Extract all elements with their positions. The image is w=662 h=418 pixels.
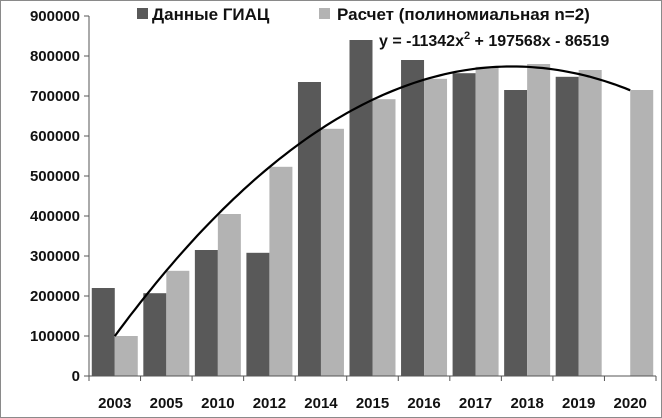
legend: Данные ГИАЦ Расчет (полиномиальная n=2) [137,5,590,24]
bar-giac-2005 [143,293,167,376]
y-tick-label-2: 200000 [30,288,80,305]
y-tick-label-7: 700000 [30,88,80,105]
bar-giac-2016 [401,60,425,376]
x-tick-label-2003: 2003 [98,395,131,412]
x-tick-label-2016: 2016 [407,395,440,412]
bar-giac-2015 [349,40,373,376]
y-tick-label-3: 300000 [30,248,80,265]
bar-calc-2017 [475,66,499,377]
x-tick-label-2018: 2018 [510,395,543,412]
trendline-curve [113,65,631,337]
bar-calc-2016 [424,78,448,377]
bar-giac-2018 [504,90,528,376]
bar-calc-2020 [630,90,654,376]
x-tick-label-2020: 2020 [614,395,647,412]
x-tick-label-2005: 2005 [150,395,183,412]
bar-giac-2012 [246,252,270,376]
x-tick-label-2015: 2015 [356,395,389,412]
bar-calc-2005 [166,270,190,376]
x-tick-label-2012: 2012 [253,395,286,412]
x-tick-labels: 2003 2005 2010 2012 2014 2015 2016 2017 2018 2019… [98,395,647,412]
bar-giac-2010 [194,250,218,376]
y-tick-label-4: 400000 [30,208,80,225]
bar-calc-2014 [320,128,344,376]
equation-suffix: + 197568x - 86519 [470,33,609,50]
axes-layer [84,15,657,381]
y-tick-label-6: 600000 [30,128,80,145]
legend-swatch-calc [319,8,330,19]
legend-swatch-giac [137,8,148,19]
y-tick-label-8: 800000 [30,48,80,65]
bar-calc-2010 [217,214,241,376]
y-tick-labels: 0 100000 200000 300000 400000 500000 600000 700… [30,8,80,385]
legend-label-calc: Расчет (полиномиальная n=2) [337,5,590,24]
legend-label-giac: Данные ГИАЦ [152,5,270,24]
bar-giac-2017 [452,73,476,376]
x-tick-label-2017: 2017 [459,395,492,412]
bar-calc-2003 [114,336,138,376]
bar-giac-2014 [297,82,321,376]
trendline-layer [113,65,631,337]
bar-calc-2012 [269,166,293,376]
x-tick-label-2010: 2010 [201,395,234,412]
bar-giac-2019 [555,76,579,377]
equation-prefix: y = -11342x [379,33,464,50]
y-tick-label-9: 900000 [30,8,80,25]
equation-exponent: 2 [464,30,470,42]
trendline-equation: y = -11342x2 + 197568x - 86519 [379,30,609,50]
y-tick-label-1: 100000 [30,328,80,345]
bars-layer [91,40,654,377]
bar-calc-2015 [372,99,396,376]
x-tick-label-2019: 2019 [562,395,595,412]
x-tick-label-2014: 2014 [304,395,338,412]
bar-calc-2019 [578,70,602,376]
y-tick-label-0: 0 [72,368,80,385]
bar-calc-2018 [527,64,551,376]
y-tick-label-5: 500000 [30,168,80,185]
bar-giac-2003 [91,288,115,376]
